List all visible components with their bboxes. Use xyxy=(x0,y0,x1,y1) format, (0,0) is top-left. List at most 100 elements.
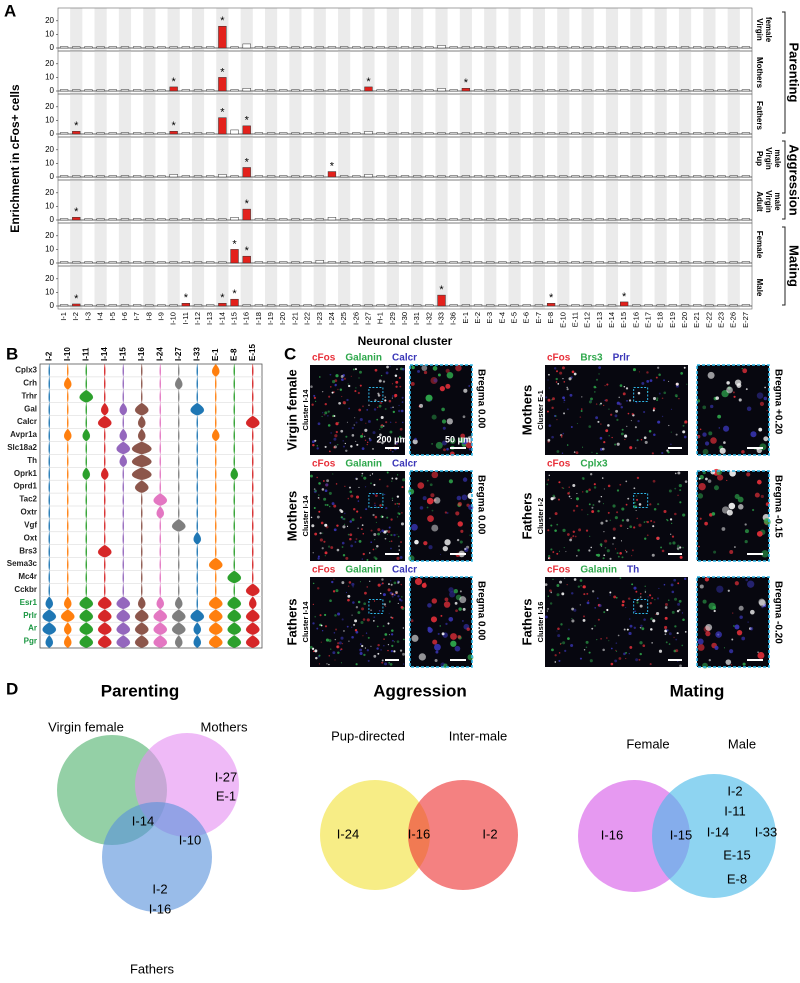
bar xyxy=(656,175,665,178)
cell-dot xyxy=(566,386,568,389)
cell-dot xyxy=(375,548,377,550)
cell-dot xyxy=(677,549,680,551)
band xyxy=(94,180,107,223)
bar xyxy=(120,132,130,135)
cluster-label: Cluster I-16 xyxy=(536,602,545,643)
marker-label: Calcr xyxy=(392,353,417,364)
bar xyxy=(534,261,544,264)
cell-dot xyxy=(549,517,551,519)
cell-dot xyxy=(333,445,337,449)
band xyxy=(532,94,546,137)
roi-box xyxy=(368,493,384,508)
cell-dot xyxy=(665,602,668,606)
band xyxy=(532,8,546,51)
cell-dot xyxy=(604,546,607,549)
band xyxy=(703,51,716,94)
band xyxy=(654,8,667,51)
y-tick-label: 0 xyxy=(50,172,55,181)
band xyxy=(216,137,229,180)
x-tick-label: I-27 xyxy=(363,312,372,325)
bar xyxy=(84,261,93,264)
cell-dot xyxy=(661,397,664,400)
violin xyxy=(85,415,87,429)
cell-dot xyxy=(446,418,453,425)
bar xyxy=(400,89,410,92)
cell-dot xyxy=(675,433,678,436)
scale-label: 50 μm xyxy=(445,434,471,444)
cell-dot xyxy=(575,451,579,455)
bar xyxy=(680,46,690,49)
cell-dot xyxy=(658,373,661,376)
cell-dot xyxy=(759,401,765,406)
cell-dot xyxy=(658,392,661,395)
cell-dot xyxy=(547,595,549,597)
cell-dot xyxy=(590,546,593,549)
band xyxy=(581,137,594,180)
cell-dot xyxy=(616,418,619,421)
cell-dot xyxy=(612,504,616,508)
cell-dot xyxy=(615,409,619,413)
x-tick-label: I-30 xyxy=(400,312,409,325)
violin xyxy=(122,570,124,584)
column-label: I-11 xyxy=(81,347,90,361)
cell-dot xyxy=(437,632,440,635)
cell-dot xyxy=(345,449,348,452)
violin xyxy=(178,364,180,377)
band xyxy=(191,8,205,51)
x-tick-label: I-22 xyxy=(303,312,312,325)
x-tick-label: I-5 xyxy=(108,312,117,321)
cell-dot xyxy=(582,446,584,448)
bar xyxy=(339,218,349,221)
cell-dot xyxy=(392,410,396,414)
bar xyxy=(315,260,324,264)
band xyxy=(703,223,716,266)
cell-dot xyxy=(354,619,358,623)
band xyxy=(678,180,692,223)
violin xyxy=(178,493,180,506)
cell-dot xyxy=(631,412,634,416)
violin xyxy=(159,544,161,558)
bar xyxy=(230,217,239,221)
cell-dot xyxy=(384,408,387,410)
cell-dot xyxy=(434,643,441,651)
significance-star: * xyxy=(220,107,225,119)
cell-dot xyxy=(739,615,743,619)
cell-dot xyxy=(391,450,394,453)
bar xyxy=(534,132,544,135)
cell-dot xyxy=(319,614,322,617)
cell-dot xyxy=(380,374,383,377)
cell-dot xyxy=(583,615,585,618)
row-frame xyxy=(57,179,753,224)
cell-dot xyxy=(391,497,394,500)
bar xyxy=(680,175,690,178)
bar xyxy=(449,304,458,307)
cell-dot xyxy=(359,370,362,374)
cell-dot xyxy=(366,443,368,446)
significance-star: * xyxy=(220,66,225,78)
cell-dot xyxy=(395,380,399,384)
bregma-label: Bregma 0.00 xyxy=(475,369,486,429)
violin xyxy=(159,454,161,468)
band xyxy=(459,8,472,51)
cell-dot xyxy=(606,549,610,553)
region-label: I-16 xyxy=(408,826,430,841)
cell-dot xyxy=(704,577,709,582)
y-tick-label: 10 xyxy=(45,159,54,168)
cell-dot xyxy=(386,516,389,519)
cell-dot xyxy=(757,651,759,653)
band xyxy=(727,180,740,223)
cell-dot xyxy=(557,383,560,385)
cell-dot xyxy=(737,496,744,503)
cell-dot xyxy=(633,626,636,629)
bar xyxy=(218,77,227,92)
violin xyxy=(215,454,217,468)
cell-dot xyxy=(652,525,655,528)
violin xyxy=(134,609,149,623)
row-label: Virgin xyxy=(764,190,773,213)
region-label: E-1 xyxy=(216,788,236,803)
bar xyxy=(534,218,544,221)
cell-dot xyxy=(650,617,653,621)
cell-dot xyxy=(566,388,569,391)
significance-star: * xyxy=(245,156,250,168)
band xyxy=(362,223,375,266)
